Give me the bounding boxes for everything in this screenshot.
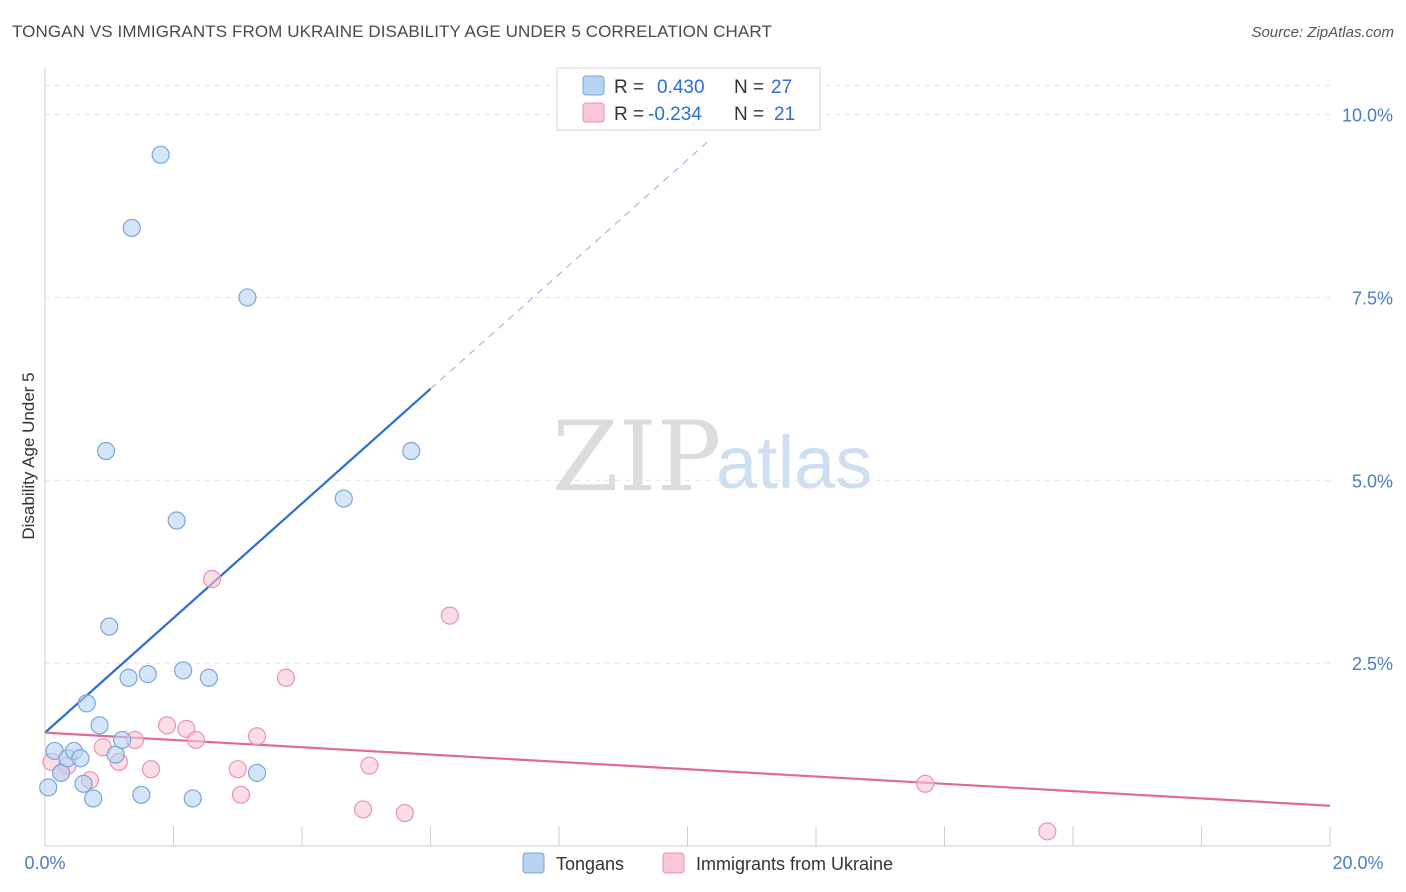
chart-title: TONGAN VS IMMIGRANTS FROM UKRAINE DISABI…	[12, 22, 772, 41]
point-tongans-13	[112, 730, 132, 750]
point-ukraine-8	[157, 716, 177, 735]
legend-n-value-ukraine: 21	[774, 104, 795, 125]
series-legend-label-ukraine: Immigrants from Ukraine	[696, 854, 893, 874]
x-tick-label-max: 20.0%	[1332, 853, 1383, 873]
point-tongans-20	[174, 661, 193, 680]
point-tongans-25	[334, 489, 353, 508]
point-tongans-26	[402, 441, 421, 461]
y-tick-label-1: 5.0%	[1352, 471, 1393, 491]
x-tick-label-min: 0.0%	[24, 853, 65, 873]
point-ukraine-20	[916, 774, 935, 793]
point-ukraine-15	[276, 668, 296, 687]
y-axis-label: Disability Age Under 5	[19, 372, 38, 539]
point-tongans-22	[199, 668, 218, 687]
legend-n-label-ukraine: N =	[734, 104, 764, 125]
legend-n-label-tongans: N =	[734, 77, 764, 98]
series-legend-swatch-ukraine	[662, 852, 685, 874]
correlation-legend: R = 0.430 N = 27 R = -0.234 N = 21	[556, 67, 821, 131]
series-legend: Tongans Immigrants from Ukraine	[522, 852, 893, 874]
point-tongans-0	[39, 778, 58, 797]
point-tongans-6	[74, 774, 93, 793]
point-tongans-16	[132, 785, 151, 804]
point-ukraine-21	[1038, 822, 1057, 841]
trend-line-tongans-extension	[430, 142, 708, 390]
gridlines	[45, 84, 1330, 664]
legend-n-value-tongans: 27	[771, 77, 792, 98]
point-ukraine-11	[202, 569, 222, 589]
legend-swatch-tongans	[582, 75, 605, 96]
legend-swatch-ukraine	[582, 102, 605, 123]
watermark-atlas: atlas	[716, 421, 872, 504]
legend-r-value-ukraine: -0.234	[648, 104, 702, 125]
source-label: Source: ZipAtlas.com	[1251, 24, 1394, 41]
data-points	[39, 145, 1057, 841]
trend-line-tongans	[44, 388, 432, 734]
y-tick-label-0: 2.5%	[1352, 654, 1393, 674]
point-tongans-7	[77, 694, 96, 713]
point-tongans-9	[90, 716, 109, 735]
point-tongans-18	[151, 145, 170, 164]
point-ukraine-16	[353, 800, 373, 819]
series-legend-swatch-tongans	[522, 852, 545, 874]
point-ukraine-7	[141, 760, 161, 779]
point-ukraine-10	[186, 730, 206, 750]
point-tongans-23	[238, 288, 257, 307]
series-legend-label-tongans: Tongans	[556, 854, 624, 874]
legend-r-label-tongans: R =	[614, 77, 644, 98]
point-tongans-15	[122, 218, 141, 238]
point-tongans-10	[96, 441, 116, 461]
point-ukraine-19	[440, 606, 459, 625]
watermark: ZIP atlas	[552, 401, 872, 513]
point-ukraine-13	[231, 785, 251, 804]
y-tick-label-3: 10.0%	[1342, 106, 1393, 126]
point-ukraine-14	[247, 727, 267, 746]
point-tongans-8	[84, 789, 103, 808]
point-ukraine-12	[228, 760, 247, 779]
y-tick-labels: 2.5% 5.0% 7.5% 10.0%	[1342, 106, 1393, 675]
point-ukraine-17	[360, 756, 379, 775]
legend-r-value-tongans: 0.430	[657, 77, 705, 98]
point-tongans-11	[100, 617, 119, 636]
point-ukraine-18	[395, 803, 414, 823]
x-axis-ticks	[173, 826, 1331, 846]
point-tongans-17	[138, 665, 157, 684]
point-tongans-5	[71, 749, 90, 768]
point-tongans-14	[119, 668, 138, 687]
watermark-zip: ZIP	[552, 401, 721, 513]
point-tongans-21	[183, 789, 202, 808]
y-tick-label-2: 7.5%	[1352, 288, 1393, 308]
point-tongans-24	[247, 763, 267, 782]
legend-r-label-ukraine: R =	[614, 104, 644, 125]
point-tongans-19	[167, 511, 186, 530]
